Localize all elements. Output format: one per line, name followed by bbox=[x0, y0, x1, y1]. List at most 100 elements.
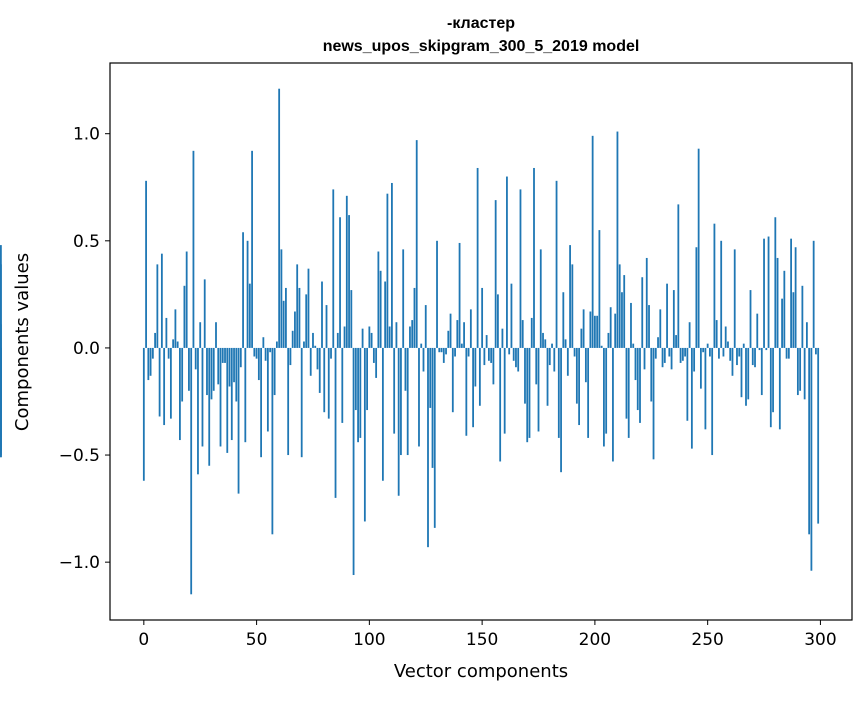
bar bbox=[0, 324, 2, 348]
bar bbox=[172, 339, 175, 348]
bar bbox=[404, 347, 407, 391]
bar bbox=[810, 347, 813, 571]
bar bbox=[481, 287, 484, 348]
bar bbox=[630, 302, 632, 348]
bar bbox=[769, 347, 772, 428]
bar bbox=[587, 347, 590, 438]
bar bbox=[413, 287, 416, 348]
bar bbox=[449, 313, 452, 348]
bar bbox=[763, 238, 765, 348]
bar bbox=[731, 347, 734, 376]
bar bbox=[372, 347, 375, 363]
bar bbox=[578, 347, 580, 426]
bar bbox=[156, 264, 159, 348]
bar bbox=[573, 347, 576, 357]
y-tick-label: −0.5 bbox=[59, 446, 100, 466]
bar bbox=[478, 347, 481, 406]
bar bbox=[400, 347, 402, 456]
bar bbox=[754, 347, 756, 368]
bar bbox=[751, 347, 754, 366]
bar bbox=[535, 347, 538, 385]
bar bbox=[690, 347, 693, 449]
bar bbox=[248, 283, 251, 348]
bar bbox=[431, 347, 434, 468]
bar bbox=[542, 332, 544, 348]
bar bbox=[456, 320, 459, 348]
bar bbox=[341, 347, 344, 423]
bar bbox=[661, 347, 664, 368]
bar bbox=[526, 347, 529, 443]
bar bbox=[670, 347, 673, 370]
bar bbox=[557, 347, 560, 438]
bar bbox=[589, 311, 592, 348]
bar bbox=[154, 332, 156, 348]
bar bbox=[774, 217, 777, 348]
bar bbox=[345, 195, 348, 348]
bar bbox=[287, 347, 290, 456]
bar bbox=[560, 347, 562, 473]
bar bbox=[812, 240, 815, 348]
bar bbox=[636, 347, 639, 411]
bar bbox=[596, 315, 599, 348]
bar bbox=[415, 140, 418, 348]
bar bbox=[799, 347, 802, 391]
bar bbox=[467, 347, 470, 357]
x-tick-label: 300 bbox=[804, 630, 836, 650]
bar bbox=[704, 347, 707, 430]
bar bbox=[675, 335, 677, 348]
bar bbox=[348, 215, 350, 348]
bar bbox=[490, 347, 493, 363]
bar bbox=[406, 347, 409, 456]
bar bbox=[368, 326, 371, 348]
bar bbox=[0, 264, 2, 348]
bar bbox=[386, 193, 389, 348]
y-axis-ticks: 1.0 0.5 0.0 −0.5 −1.0 bbox=[59, 125, 110, 573]
bar bbox=[330, 347, 332, 359]
bar bbox=[528, 347, 531, 438]
bar bbox=[580, 328, 583, 348]
bar bbox=[805, 322, 808, 348]
bar bbox=[571, 264, 574, 348]
bar bbox=[298, 287, 301, 348]
bar bbox=[487, 347, 490, 361]
bar bbox=[765, 347, 768, 351]
bar bbox=[817, 347, 820, 524]
bar bbox=[688, 322, 691, 348]
bar bbox=[623, 275, 626, 348]
bar bbox=[711, 347, 714, 456]
bar bbox=[575, 347, 578, 404]
bar bbox=[747, 347, 750, 400]
bar bbox=[681, 347, 684, 361]
bar bbox=[163, 347, 166, 426]
bar bbox=[409, 326, 411, 348]
bar bbox=[796, 347, 799, 396]
bar bbox=[668, 347, 671, 357]
bar bbox=[722, 347, 725, 357]
x-axis-label: Vector components bbox=[394, 661, 568, 682]
bar bbox=[246, 240, 249, 348]
bar bbox=[332, 189, 335, 348]
bar bbox=[201, 347, 204, 447]
bar bbox=[242, 232, 244, 348]
bar bbox=[808, 347, 811, 535]
bar bbox=[239, 347, 242, 368]
x-tick-label: 200 bbox=[579, 630, 611, 650]
bar bbox=[460, 343, 463, 348]
bar bbox=[158, 347, 161, 417]
bar bbox=[185, 251, 188, 348]
bar bbox=[375, 347, 378, 378]
y-tick-label: 1.0 bbox=[73, 125, 100, 145]
bar bbox=[648, 305, 650, 348]
bar bbox=[699, 347, 702, 389]
bar bbox=[142, 347, 145, 481]
bar bbox=[420, 343, 423, 348]
bar bbox=[510, 283, 513, 348]
bar bbox=[548, 347, 551, 366]
bar bbox=[370, 332, 373, 348]
bar bbox=[778, 347, 781, 430]
bar bbox=[544, 339, 547, 348]
bar bbox=[422, 347, 425, 372]
bar bbox=[294, 311, 296, 348]
bar bbox=[794, 247, 797, 348]
